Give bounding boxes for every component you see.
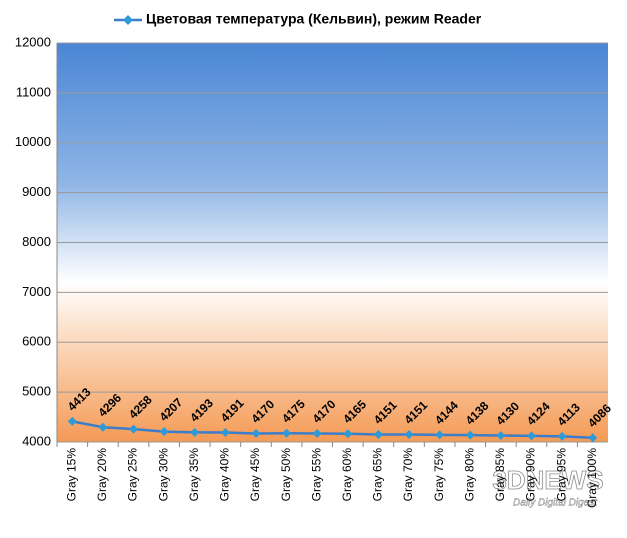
marker bbox=[67, 416, 77, 426]
x-tick-label: Gray 80% bbox=[462, 448, 476, 502]
y-tick-label: 12000 bbox=[15, 34, 51, 49]
y-tick-label: 11000 bbox=[16, 84, 51, 99]
marker bbox=[435, 430, 445, 440]
marker bbox=[220, 427, 230, 437]
y-tick-label: 10000 bbox=[15, 134, 51, 149]
marker bbox=[312, 429, 322, 439]
x-tick-label: Gray 75% bbox=[432, 448, 446, 502]
x-tick-label: Gray 30% bbox=[156, 448, 170, 502]
x-tick-label: Gray 55% bbox=[309, 448, 323, 502]
x-tick-label: Gray 85% bbox=[493, 448, 507, 502]
y-tick-label: 7000 bbox=[22, 284, 51, 299]
marker bbox=[129, 424, 139, 434]
marker bbox=[526, 431, 536, 441]
x-tick-label: Gray 15% bbox=[64, 448, 78, 502]
marker bbox=[343, 429, 353, 439]
marker bbox=[190, 427, 200, 437]
marker bbox=[465, 430, 475, 440]
y-tick-label: 4000 bbox=[22, 433, 51, 448]
marker bbox=[557, 431, 567, 441]
x-tick-label: Gray 35% bbox=[187, 448, 201, 502]
marker bbox=[404, 429, 414, 439]
x-tick-label: Gray 90% bbox=[524, 448, 538, 502]
marker bbox=[159, 427, 169, 437]
x-tick-label: Gray 95% bbox=[554, 448, 568, 502]
x-tick-label: Gray 25% bbox=[126, 448, 140, 502]
marker bbox=[251, 429, 261, 439]
watermark-title: 3DNEWS bbox=[492, 465, 603, 495]
legend: Цветовая температура (Кельвин), режим Re… bbox=[114, 11, 482, 27]
x-tick-label: Gray 100% bbox=[585, 448, 599, 508]
y-tick-label: 6000 bbox=[22, 334, 51, 349]
watermark-subtitle: Daily Digital Digest bbox=[513, 498, 598, 509]
series-line bbox=[72, 420, 593, 439]
x-tick-label: Gray 50% bbox=[279, 448, 293, 502]
x-tick-label: Gray 65% bbox=[371, 448, 385, 502]
marker bbox=[373, 429, 383, 439]
x-tick-label: Gray 40% bbox=[218, 448, 232, 502]
legend-label: Цветовая температура (Кельвин), режим Re… bbox=[146, 11, 482, 27]
marker bbox=[98, 422, 108, 432]
y-tick-label: 9000 bbox=[22, 184, 51, 199]
legend-marker bbox=[123, 15, 133, 25]
x-tick-label: Gray 45% bbox=[248, 448, 262, 502]
marker bbox=[496, 431, 506, 441]
x-tick-label: Gray 20% bbox=[95, 448, 109, 502]
x-tick-label: Gray 70% bbox=[401, 448, 415, 502]
x-tick-label: Gray 60% bbox=[340, 448, 354, 502]
marker bbox=[588, 433, 598, 443]
y-tick-label: 8000 bbox=[22, 234, 51, 249]
y-tick-label: 5000 bbox=[22, 384, 51, 399]
marker bbox=[282, 428, 292, 438]
